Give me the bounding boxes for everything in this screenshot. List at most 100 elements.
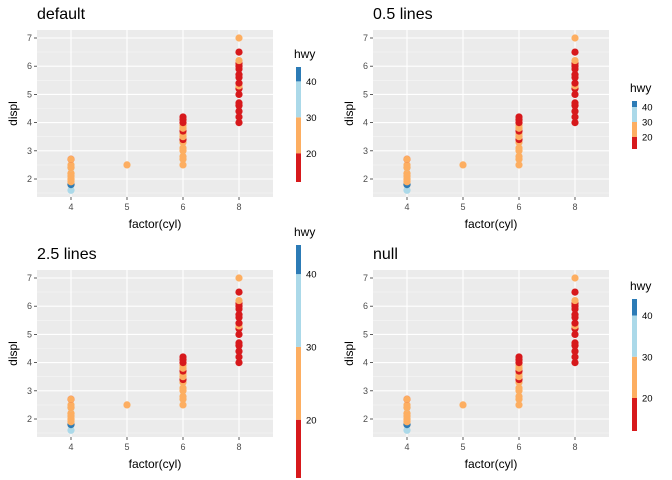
data-point xyxy=(235,71,243,79)
data-point xyxy=(235,119,243,127)
data-point xyxy=(235,48,243,56)
x-tick-label: 5 xyxy=(460,202,465,212)
legend-break-label: 20 xyxy=(642,133,653,144)
y-tick-label: 2 xyxy=(27,174,32,184)
legend-break-label: 30 xyxy=(642,118,653,129)
y-tick-label: 6 xyxy=(27,61,32,71)
data-point xyxy=(179,116,187,124)
data-point xyxy=(571,107,579,115)
y-tick-label: 5 xyxy=(27,329,32,339)
data-point xyxy=(179,356,187,364)
data-point xyxy=(571,90,579,98)
y-tick-label: 2 xyxy=(363,174,368,184)
y-tick-label: 7 xyxy=(27,273,32,283)
data-point xyxy=(235,274,243,282)
y-tick-label: 4 xyxy=(27,118,32,128)
data-point xyxy=(179,392,187,401)
y-tick-label: 3 xyxy=(363,386,368,396)
chart-title: default xyxy=(37,6,86,23)
y-tick-label: 6 xyxy=(363,301,368,311)
data-point xyxy=(235,56,243,65)
data-point xyxy=(179,384,187,392)
legend-color-bin xyxy=(296,346,301,420)
x-tick-label: 8 xyxy=(236,202,241,212)
legend-color-bin xyxy=(632,398,637,431)
legend-color-bin xyxy=(632,101,637,107)
data-point xyxy=(235,339,243,347)
y-tick-label: 4 xyxy=(363,118,368,128)
data-point xyxy=(515,401,523,409)
data-point xyxy=(571,359,579,367)
data-point xyxy=(571,71,579,79)
data-point xyxy=(235,296,243,305)
data-point xyxy=(67,395,75,403)
data-point xyxy=(515,152,523,161)
data-point xyxy=(235,107,243,115)
legend-title: hwy xyxy=(294,47,315,61)
plot-panel xyxy=(373,270,609,437)
data-point xyxy=(403,155,411,163)
data-point xyxy=(571,56,579,65)
data-point xyxy=(403,412,411,420)
legend-color-bin xyxy=(296,419,301,478)
data-point xyxy=(403,161,411,169)
panel-big: 2.5 lines 2 3 4 5 6 7 4 5 6 8 factor(cyl) displ hwy 20… xyxy=(6,225,317,478)
data-point xyxy=(67,186,75,194)
legend-title: hwy xyxy=(630,81,651,95)
data-point xyxy=(235,359,243,367)
data-point xyxy=(515,392,523,401)
data-point xyxy=(179,401,187,409)
x-tick-label: 8 xyxy=(572,442,577,452)
x-tick-label: 6 xyxy=(516,202,521,212)
data-point xyxy=(67,412,75,420)
data-point xyxy=(515,161,523,169)
legend-color-bin xyxy=(632,356,637,398)
data-point xyxy=(235,79,243,87)
data-point xyxy=(235,99,243,107)
data-point xyxy=(235,90,243,98)
legend-break-label: 40 xyxy=(642,103,653,114)
legend-color-bin xyxy=(632,122,637,137)
data-point xyxy=(571,347,579,355)
plot-panel xyxy=(373,30,609,197)
data-point xyxy=(235,113,243,121)
legend-color-bin xyxy=(296,67,301,82)
x-tick-label: 8 xyxy=(236,442,241,452)
x-tick-label: 5 xyxy=(124,202,129,212)
plot-panel xyxy=(37,270,273,437)
data-point xyxy=(571,79,579,87)
data-point xyxy=(571,274,579,282)
chart-title: 2.5 lines xyxy=(37,246,97,263)
x-tick-label: 6 xyxy=(180,442,185,452)
x-axis-label: factor(cyl) xyxy=(129,457,182,471)
data-point xyxy=(571,311,579,319)
data-point xyxy=(403,395,411,403)
data-point xyxy=(235,311,243,319)
data-point xyxy=(67,172,75,180)
data-point xyxy=(571,99,579,107)
panel-null: null 2 3 4 5 6 7 4 5 6 8 factor(cyl) displ hwy 20 30 40 xyxy=(342,246,653,471)
data-point xyxy=(235,34,243,42)
legend-color-bin xyxy=(296,117,301,154)
data-point xyxy=(571,48,579,56)
y-tick-label: 4 xyxy=(363,358,368,368)
data-point xyxy=(571,339,579,347)
y-tick-label: 3 xyxy=(27,146,32,156)
x-tick-label: 5 xyxy=(124,442,129,452)
x-axis-label: factor(cyl) xyxy=(465,217,518,231)
y-axis-label: displ xyxy=(6,341,20,366)
x-tick-label: 8 xyxy=(572,202,577,212)
data-point xyxy=(571,353,579,361)
data-point xyxy=(179,161,187,169)
data-point xyxy=(67,401,75,409)
chart-title: 0.5 lines xyxy=(373,6,433,23)
y-tick-label: 4 xyxy=(27,358,32,368)
y-axis-label: displ xyxy=(342,341,356,366)
data-point xyxy=(235,288,243,296)
data-point xyxy=(403,172,411,180)
data-point xyxy=(571,319,579,327)
legend-color-bin xyxy=(632,107,637,122)
x-tick-label: 4 xyxy=(404,202,409,212)
y-tick-label: 3 xyxy=(27,386,32,396)
